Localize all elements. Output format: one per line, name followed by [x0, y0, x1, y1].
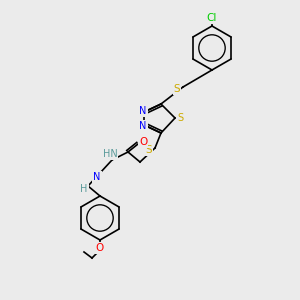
Text: S: S: [146, 145, 152, 155]
Text: H: H: [80, 184, 88, 194]
Text: N: N: [139, 121, 147, 131]
Text: HN: HN: [103, 149, 117, 159]
Text: O: O: [96, 243, 104, 253]
Text: S: S: [177, 113, 183, 123]
Text: N: N: [93, 172, 101, 182]
Text: S: S: [174, 84, 180, 94]
Text: Cl: Cl: [207, 13, 217, 23]
Text: O: O: [139, 137, 147, 147]
Text: N: N: [139, 106, 147, 116]
